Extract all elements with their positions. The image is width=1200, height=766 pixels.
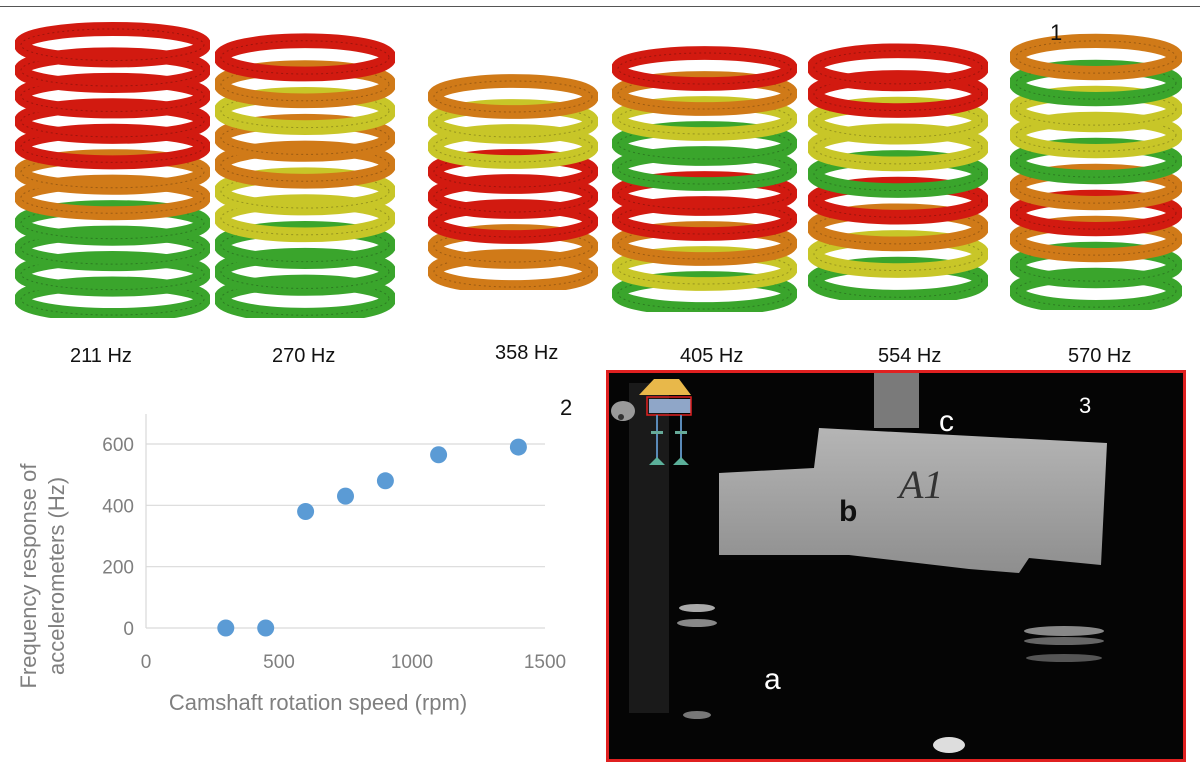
x-tick-label-1500: 1500 [524, 652, 566, 673]
panel-label-2: 2 [560, 395, 573, 420]
frequency-label-2: 270 Hz [272, 345, 336, 367]
y-tick-label-200: 200 [102, 558, 134, 579]
frequency-label-5: 554 Hz [878, 345, 942, 367]
frequency-label-6: 570 Hz [1068, 345, 1132, 367]
photo-label-c: c [939, 405, 954, 438]
data-point-1 [217, 619, 235, 637]
data-point-7 [509, 438, 527, 456]
scatter-chart: 0 200 400 600 0 500 1000 1500 Camshaft rotation … [16, 414, 566, 715]
x-tick-label-1000: 1000 [391, 652, 433, 673]
top-rule [0, 6, 1200, 7]
data-point-2 [257, 619, 275, 637]
y-tick-label-400: 400 [102, 496, 134, 517]
photo-label-a: a [764, 663, 781, 696]
spring-model-3 [428, 74, 598, 290]
data-point-5 [376, 472, 394, 490]
photo-scene: A1 [611, 373, 1107, 753]
spring-model-4 [612, 46, 797, 312]
cam-follower-schematic-icon [611, 379, 692, 465]
x-tick-label-500: 500 [263, 652, 295, 673]
frequency-label-4: 405 Hz [680, 345, 744, 367]
camera-photo-panel: A1 a b c 3 [606, 370, 1186, 762]
data-point-4 [337, 487, 354, 505]
spring-model-6 [1010, 33, 1182, 310]
y-tick-label-0: 0 [123, 619, 134, 640]
data-point-6 [430, 446, 448, 464]
y-axis-title: Frequency response of accelerometers (Hz) [16, 463, 69, 689]
panel-label-3: 3 [1079, 393, 1092, 418]
panel-label-1: 1 [1050, 20, 1063, 45]
spring-model-1 [15, 21, 210, 318]
spring-model-5 [808, 43, 988, 300]
top-fixture [874, 373, 919, 428]
y-tick-label-600: 600 [102, 435, 134, 456]
x-tick-label-0: 0 [141, 652, 152, 673]
photo-label-b: b [839, 495, 858, 528]
data-point-3 [297, 502, 315, 520]
frequency-label-3: 358 Hz [495, 342, 559, 364]
specimen-slab [719, 428, 1107, 573]
x-axis-title: Camshaft rotation speed (rpm) [169, 690, 467, 715]
frequency-label-1: 211 Hz [70, 345, 132, 367]
spring-model-2 [215, 33, 395, 318]
sample-mark: A1 [896, 462, 943, 507]
